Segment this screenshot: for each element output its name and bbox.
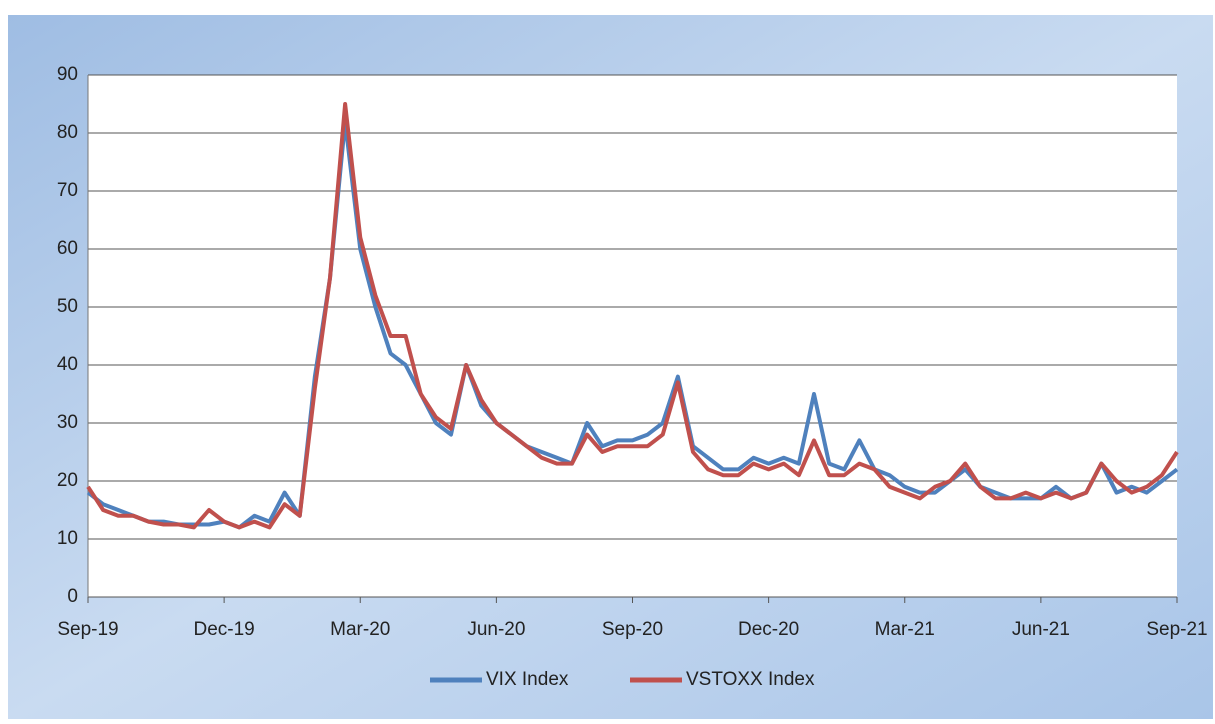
y-tick-label: 80 xyxy=(57,122,78,143)
x-tick-label: Dec-19 xyxy=(194,619,255,640)
x-tick-label: Sep-19 xyxy=(57,619,118,640)
y-tick-label: 90 xyxy=(57,64,78,85)
y-tick-label: 0 xyxy=(67,586,78,607)
x-tick-label: Mar-20 xyxy=(330,619,390,640)
legend-label: VIX Index xyxy=(486,669,569,690)
plot-area xyxy=(88,75,1177,597)
y-tick-label: 40 xyxy=(57,354,78,375)
y-tick-label: 10 xyxy=(57,528,78,549)
legend-label: VSTOXX Index xyxy=(686,669,815,690)
x-tick-label: Mar-21 xyxy=(875,619,935,640)
x-tick-label: Jun-20 xyxy=(467,619,525,640)
y-tick-label: 70 xyxy=(57,180,78,201)
y-tick-label: 20 xyxy=(57,470,78,491)
series-line xyxy=(86,119,1179,530)
x-tick-label: Dec-20 xyxy=(738,619,799,640)
series-line xyxy=(86,102,1179,530)
y-tick-label: 50 xyxy=(57,296,78,317)
y-tick-label: 60 xyxy=(57,238,78,259)
x-tick-label: Jun-21 xyxy=(1012,619,1070,640)
x-tick-label: Sep-20 xyxy=(602,619,663,640)
x-tick-label: Sep-21 xyxy=(1146,619,1207,640)
y-tick-label: 30 xyxy=(57,412,78,433)
